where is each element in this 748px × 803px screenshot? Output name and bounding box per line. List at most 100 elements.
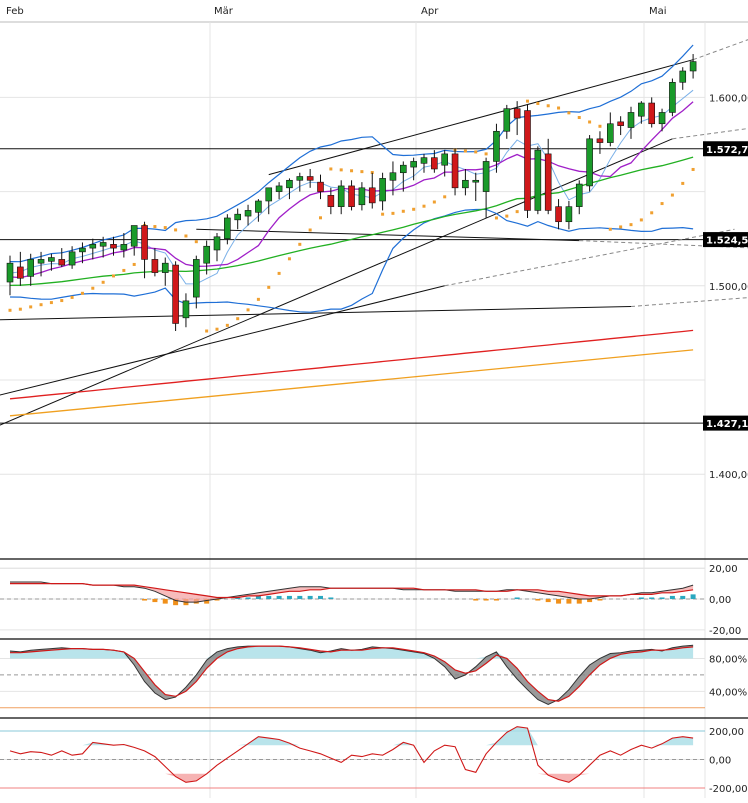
candle-body [296, 176, 304, 181]
upper-channel-line [268, 59, 694, 176]
sar-dot [412, 207, 416, 211]
candle-body [389, 172, 397, 181]
macd-histogram-bar [266, 595, 272, 599]
macd-histogram-bar [204, 599, 210, 604]
candle-body [689, 61, 697, 72]
macd-tick-0: 0,00 [709, 595, 731, 606]
sar-dot [381, 212, 385, 216]
candle-body [606, 123, 614, 143]
cci-tick-minus200: -200,00 [709, 784, 748, 795]
sar-dot [80, 291, 84, 295]
price-level-tags: 1.572,73 1.524,52 1.427,12 [703, 141, 748, 431]
mid-trend-line [0, 285, 445, 396]
cci-negative-fill [10, 773, 694, 783]
macd-histogram-bar [576, 599, 582, 604]
candle-body [193, 259, 200, 298]
sar-dot [205, 329, 209, 333]
sar-dot [598, 124, 602, 128]
sar-dot [391, 211, 395, 215]
sar-dot [546, 104, 550, 108]
macd-histogram-bar [286, 595, 292, 599]
candle-body [596, 138, 604, 143]
stochastic-panel[interactable]: 80,00% 40,00% [0, 644, 747, 709]
sar-dot [246, 308, 250, 312]
macd-histogram-bar [152, 599, 158, 603]
sar-dot [577, 116, 581, 120]
candle-body [327, 195, 335, 207]
candle-body [534, 149, 542, 211]
sar-dot [256, 297, 260, 301]
sar-dot [443, 195, 447, 199]
cci-panel[interactable]: 200,00 0,00 -200,00 [0, 726, 748, 795]
price-panel[interactable]: 1.600,00 1.500,00 1.400,00 1.572,73 1.52… [0, 37, 748, 569]
macd-histogram-bar [690, 594, 696, 599]
sar-dot [101, 280, 105, 284]
candle-body [431, 157, 438, 170]
candle-body [462, 179, 469, 189]
stoch-tick-80: 80,00% [709, 654, 747, 665]
sar-dot [494, 216, 498, 220]
candle-body [306, 176, 314, 181]
lower-channel-line [196, 228, 580, 242]
sar-dot [236, 317, 240, 321]
candle-body [679, 70, 687, 83]
candle-body [213, 236, 221, 251]
candle-body [669, 81, 676, 113]
sar-dot [60, 299, 64, 303]
macd-histogram-bar [214, 599, 220, 601]
x-label-maerz: Mär [214, 6, 234, 17]
sar-dot [49, 301, 53, 305]
candle-body [472, 179, 480, 183]
macd-histogram-bar [597, 599, 603, 601]
macd-tick-20: 20,00 [709, 564, 738, 575]
sar-dot [184, 234, 188, 238]
macd-histogram-bar [235, 597, 241, 599]
candle-body [617, 121, 624, 126]
sar-dot [319, 216, 322, 220]
macd-histogram-bar [556, 599, 562, 604]
cci-line [9, 726, 694, 783]
macd-histogram-bar [276, 595, 282, 599]
flat-support-line [0, 306, 632, 321]
macd-histogram-bar [535, 599, 541, 601]
sar-dot [536, 101, 540, 105]
sar-dot [515, 210, 519, 214]
candle-body [493, 130, 500, 162]
sar-dot [608, 227, 612, 231]
macd-histogram-bar [255, 595, 261, 599]
candle-body [58, 259, 66, 266]
candle-body [575, 183, 583, 207]
sar-dot [691, 167, 695, 171]
macd-histogram-bar [659, 597, 665, 599]
candle-body [658, 112, 666, 125]
sar-dot [681, 181, 685, 185]
sar-dot [619, 225, 623, 229]
candle-body [6, 262, 14, 283]
macd-histogram-bar [680, 595, 686, 599]
macd-panel[interactable]: 20,00 0,00 -20,00 [0, 564, 741, 637]
sar-dot [298, 242, 302, 246]
x-label-mai: Mai [649, 6, 667, 17]
candle-body [524, 110, 531, 211]
sar-dot [463, 149, 467, 153]
x-label-apr: Apr [421, 6, 439, 17]
candle-body [565, 206, 573, 223]
sar-dot [339, 168, 343, 172]
candlesticks [6, 54, 697, 332]
cci-tick-200: 200,00 [709, 727, 744, 738]
sar-dot [432, 200, 436, 204]
sar-dot [505, 214, 509, 218]
lower-trend-channel-line [0, 138, 673, 426]
sar-dot [360, 170, 364, 174]
candle-body [48, 257, 55, 262]
macd-histogram-bar [566, 599, 572, 604]
candle-body [317, 181, 324, 192]
macd-histogram-bar [649, 597, 655, 599]
candle-body [379, 178, 386, 202]
candle-body [358, 187, 366, 206]
sar-dot [670, 193, 674, 197]
candle-body [172, 264, 179, 324]
sar-dot [526, 99, 529, 103]
